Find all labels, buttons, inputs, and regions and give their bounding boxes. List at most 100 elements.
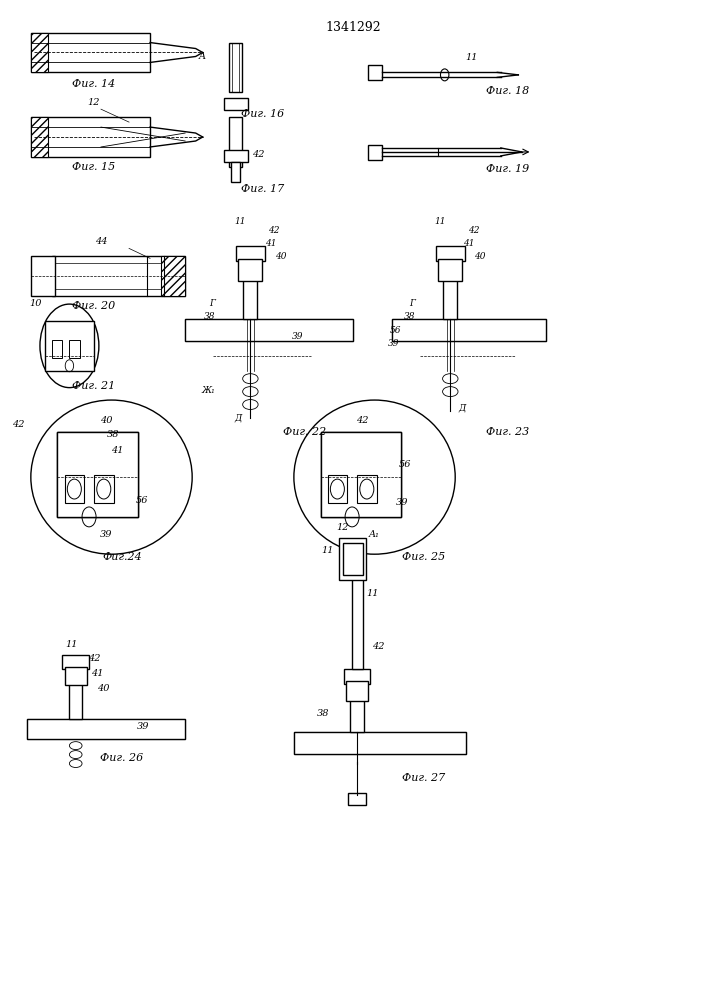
Text: 41: 41 [91, 669, 104, 678]
Bar [31, 117, 48, 157]
Text: Фиг. 25: Фиг. 25 [402, 552, 445, 562]
Text: 40: 40 [474, 252, 486, 261]
Text: Фиг. 20: Фиг. 20 [72, 301, 115, 311]
Bar [69, 661, 82, 719]
Text: Д: Д [459, 403, 466, 412]
Bar [350, 674, 364, 732]
Bar [62, 655, 89, 669]
Bar [45, 321, 94, 371]
Bar [31, 33, 150, 72]
Text: 42: 42 [372, 642, 385, 651]
Text: Фиг. 17: Фиг. 17 [240, 184, 284, 194]
Bar [294, 732, 466, 754]
Text: A₁: A₁ [369, 530, 380, 539]
Bar [52, 340, 62, 358]
Text: 40: 40 [100, 416, 113, 425]
Text: 42: 42 [12, 420, 25, 429]
Text: 44: 44 [95, 237, 107, 246]
Text: 39: 39 [137, 722, 149, 731]
Bar [57, 432, 138, 517]
Bar [320, 432, 401, 517]
Text: 38: 38 [107, 430, 120, 439]
Bar [392, 319, 547, 341]
Bar [229, 117, 242, 167]
Text: Фиг. 23: Фиг. 23 [486, 427, 530, 437]
Text: Фиг.24: Фиг.24 [102, 552, 142, 562]
Bar [392, 319, 547, 341]
Text: 11: 11 [234, 217, 245, 226]
Text: Д: Д [234, 413, 242, 422]
Bar [348, 793, 366, 805]
Text: 42: 42 [356, 416, 369, 425]
Text: Г: Г [209, 299, 215, 308]
Bar [443, 254, 457, 319]
Bar [320, 432, 401, 517]
Bar [160, 256, 185, 296]
Text: 11: 11 [321, 546, 334, 555]
Text: 39: 39 [100, 530, 113, 539]
Bar [94, 475, 114, 503]
Text: A: A [199, 52, 206, 61]
Text: Фиг. 27: Фиг. 27 [402, 773, 445, 783]
Bar [64, 667, 87, 685]
Bar [344, 669, 370, 684]
Text: 42: 42 [252, 150, 264, 159]
Text: 40: 40 [276, 252, 287, 261]
Bar [346, 681, 368, 701]
Bar [223, 98, 248, 110]
Text: 1341292: 1341292 [326, 21, 381, 34]
Bar [294, 732, 466, 754]
Text: 12: 12 [88, 98, 100, 107]
Bar [320, 432, 401, 517]
Bar [235, 246, 265, 261]
Text: 12: 12 [337, 523, 349, 532]
Bar [436, 246, 465, 261]
Bar [327, 475, 347, 503]
Text: 38: 38 [404, 312, 416, 321]
Bar [238, 259, 262, 281]
Bar [223, 150, 248, 162]
Bar [368, 65, 382, 80]
Bar [185, 319, 354, 341]
Text: 11: 11 [434, 217, 445, 226]
Text: 40: 40 [97, 684, 110, 693]
Bar [28, 719, 185, 739]
Bar [69, 340, 80, 358]
Text: 11: 11 [466, 53, 478, 62]
Text: 41: 41 [265, 239, 276, 248]
Text: 41: 41 [464, 239, 475, 248]
Text: 56: 56 [390, 326, 402, 335]
Text: 10: 10 [30, 299, 42, 308]
Text: 56: 56 [399, 460, 411, 469]
Bar [438, 259, 462, 281]
Bar [52, 256, 185, 296]
Bar [64, 475, 84, 503]
Text: Фиг. 21: Фиг. 21 [72, 381, 115, 391]
Text: 39: 39 [291, 332, 303, 341]
Bar [31, 117, 150, 157]
Bar [339, 538, 366, 580]
Bar [352, 575, 363, 669]
Text: 41: 41 [111, 446, 123, 455]
Text: 11: 11 [366, 589, 379, 598]
Text: 11: 11 [65, 640, 78, 649]
Bar [31, 256, 55, 296]
Text: Фиг. 26: Фиг. 26 [100, 753, 144, 763]
Text: 39: 39 [387, 339, 399, 348]
Text: Фиг. 22: Фиг. 22 [283, 427, 326, 437]
Text: Фиг. 18: Фиг. 18 [486, 86, 530, 96]
Text: 42: 42 [88, 654, 101, 663]
Text: 38: 38 [204, 312, 216, 321]
Text: 38: 38 [317, 709, 329, 718]
Bar [243, 254, 257, 319]
Bar [343, 543, 363, 575]
Bar [357, 475, 377, 503]
Text: 42: 42 [469, 226, 480, 235]
Bar [368, 145, 382, 160]
Bar [230, 162, 240, 182]
Text: Ж₁: Ж₁ [201, 386, 215, 395]
Bar [57, 432, 138, 517]
Text: Фиг. 14: Фиг. 14 [72, 79, 115, 89]
Bar [57, 432, 138, 517]
Text: Фиг. 16: Фиг. 16 [240, 109, 284, 119]
